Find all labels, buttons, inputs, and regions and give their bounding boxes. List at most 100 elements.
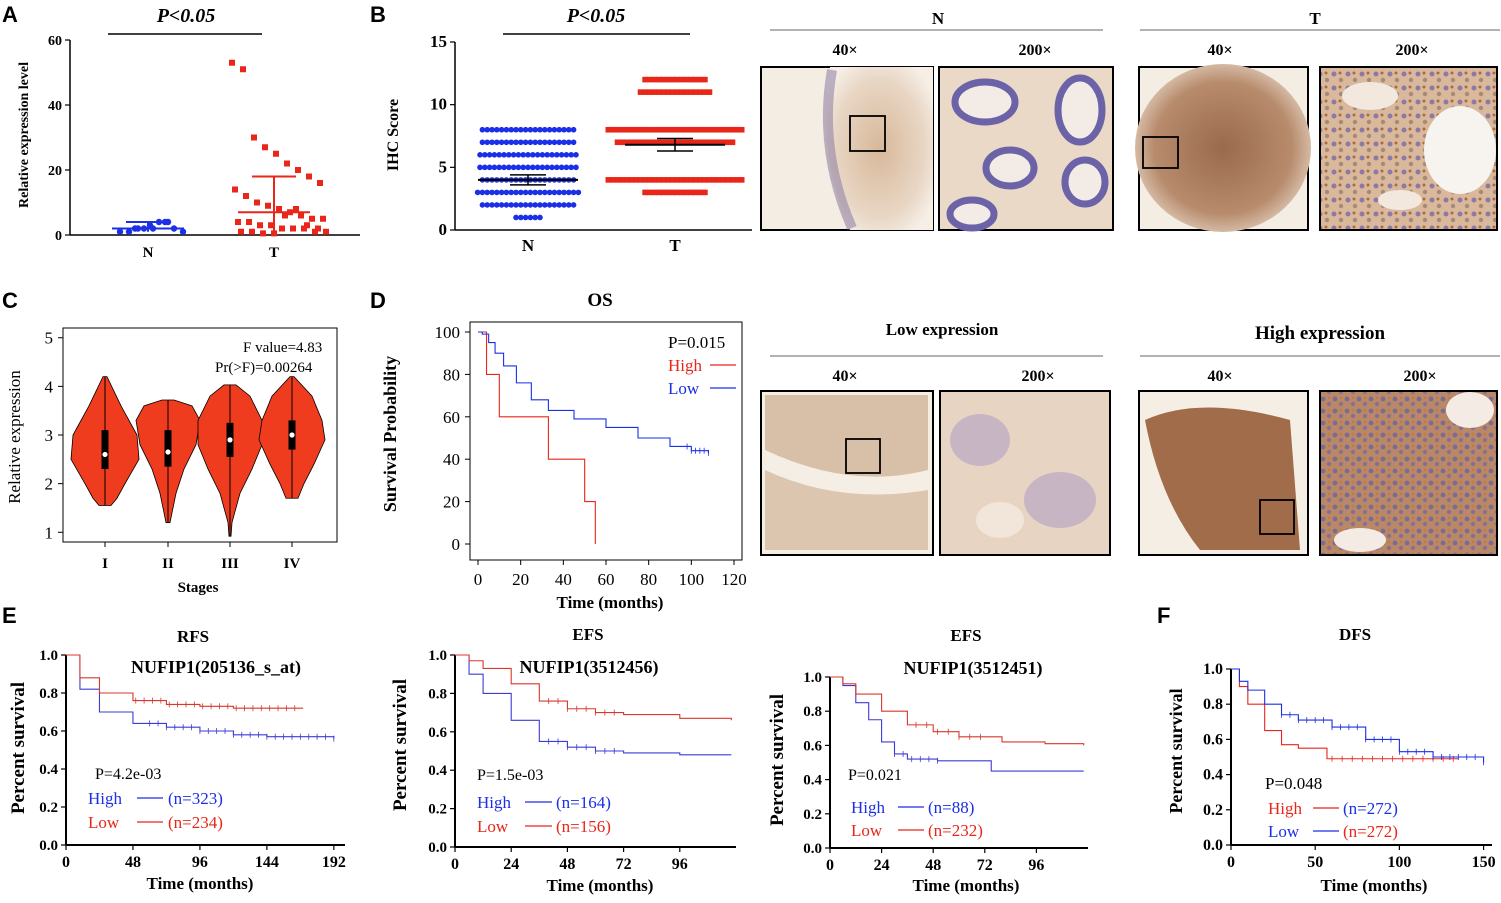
y-tick-label: 0.6 xyxy=(428,725,447,741)
dot-b-n xyxy=(489,202,495,208)
violin-median xyxy=(102,451,108,458)
dot-b-t xyxy=(706,89,713,95)
xlabel-e2: Time (months) xyxy=(547,876,654,895)
dot-b-n xyxy=(486,152,493,158)
dot-b-n xyxy=(496,164,503,171)
dot-b-n xyxy=(563,164,570,171)
y-tick-label: 0.4 xyxy=(803,773,822,789)
panel-f: F DFS 0.0 0.2 0.4 0.6 0.8 1.0 0 50 100 150 Percen… xyxy=(1157,603,1496,895)
dot-b-t xyxy=(665,89,671,95)
dot-b-n xyxy=(501,152,507,158)
gene-e3: NUFIP1(3512451) xyxy=(904,658,1043,679)
pvalue-e3: P=0.021 xyxy=(848,767,902,784)
axis-d: 0 20 40 60 80 100 0 20 40 60 80 100 120 xyxy=(435,323,747,589)
x-tick-label: 50 xyxy=(1307,854,1323,871)
dot-b-n xyxy=(570,139,577,146)
n-low-e2: (n=156) xyxy=(556,817,611,836)
dot-b-t xyxy=(665,126,671,133)
x-tick-label: 100 xyxy=(1387,854,1411,871)
y-tick-label: 0.2 xyxy=(39,800,58,816)
dot-a-t xyxy=(276,206,282,212)
dot-a-t xyxy=(257,222,263,229)
dot-b-t xyxy=(610,177,616,183)
dot-b-n xyxy=(568,164,574,171)
dot-b-n xyxy=(532,139,538,146)
y-tick-label: 0.2 xyxy=(1203,802,1223,819)
n-low-f: (n=272) xyxy=(1343,822,1398,841)
axis-a: 0 20 40 60 xyxy=(48,34,360,244)
dot-b-t xyxy=(679,126,685,133)
pvalue-f: P=0.048 xyxy=(1265,774,1322,793)
dot-b-t xyxy=(715,139,722,146)
dot-b-t xyxy=(674,89,681,95)
dot-b-n xyxy=(532,214,538,221)
y-tick-label: 15 xyxy=(430,32,447,51)
y-tick-label: 0.8 xyxy=(39,686,58,702)
dot-b-n xyxy=(508,139,514,146)
dot-b-t xyxy=(656,189,662,196)
title-f: DFS xyxy=(1339,625,1371,644)
dot-a-t xyxy=(265,202,271,209)
km-high-f xyxy=(1231,668,1459,760)
x-tick-label: 0 xyxy=(1227,854,1235,871)
dot-b-t xyxy=(646,76,653,83)
x-tick-label: 40 xyxy=(555,570,572,589)
dot-b-t xyxy=(702,89,708,95)
dot-b-n xyxy=(568,152,574,158)
dot-b-n xyxy=(479,202,486,208)
dot-b-t xyxy=(656,139,662,146)
dot-b-t xyxy=(706,177,713,183)
dot-b-n xyxy=(566,202,572,208)
y-tick-label: 10 xyxy=(430,95,447,114)
panel-a: A P<0.05 0 20 40 60 Relative expression lev… xyxy=(2,2,360,261)
dot-a-t xyxy=(246,219,252,225)
dot-b-n xyxy=(558,152,565,158)
dot-b-t xyxy=(665,139,671,146)
dot-b-t xyxy=(674,139,681,146)
dot-b-n xyxy=(539,152,546,158)
y-tick-label: 80 xyxy=(443,365,460,384)
dot-b-n xyxy=(527,189,534,196)
x-tick-label: 0 xyxy=(474,570,483,589)
dot-b-n xyxy=(570,126,577,133)
dot-a-n xyxy=(125,228,133,235)
dot-b-t xyxy=(656,126,662,133)
dot-b-n xyxy=(525,164,531,171)
dot-b-n xyxy=(484,139,491,146)
dot-a-t xyxy=(238,228,244,235)
dot-b-n xyxy=(508,202,514,208)
dot-b-n xyxy=(563,152,570,158)
dot-b-n xyxy=(498,202,505,208)
dot-b-t xyxy=(605,177,612,183)
dot-b-n xyxy=(491,164,498,171)
ylabel-c: Relative expression xyxy=(5,370,24,504)
dot-b-t xyxy=(656,89,662,95)
dot-b-t xyxy=(697,126,704,133)
dot-b-n xyxy=(510,164,517,171)
dot-b-n xyxy=(513,189,519,196)
dot-b-n xyxy=(566,189,572,196)
dot-a-t xyxy=(309,215,315,222)
dot-a-t xyxy=(317,180,323,186)
dot-b-n xyxy=(510,152,517,158)
dot-b-n xyxy=(498,189,505,196)
dot-b-t xyxy=(669,139,676,146)
dot-b-t xyxy=(651,177,658,183)
ylabel-e2: Percent survival xyxy=(390,679,411,811)
dot-b-t xyxy=(628,139,635,146)
dot-b-t xyxy=(633,126,639,133)
dot-b-n xyxy=(551,202,558,208)
x-tick-label: 48 xyxy=(559,856,575,873)
y-tick-label: 2 xyxy=(45,475,54,494)
dot-b-t xyxy=(683,189,690,196)
title-e2: EFS xyxy=(572,625,603,644)
dot-b-t xyxy=(679,89,685,95)
dot-b-n xyxy=(570,202,577,208)
dot-b-n xyxy=(513,139,519,146)
pvalue-a: P<0.05 xyxy=(156,5,216,27)
y-tick-label: 20 xyxy=(443,493,460,512)
y-tick-label: 0.6 xyxy=(39,724,58,740)
dot-a-t xyxy=(240,66,246,73)
x-tick-label: 72 xyxy=(616,856,632,873)
